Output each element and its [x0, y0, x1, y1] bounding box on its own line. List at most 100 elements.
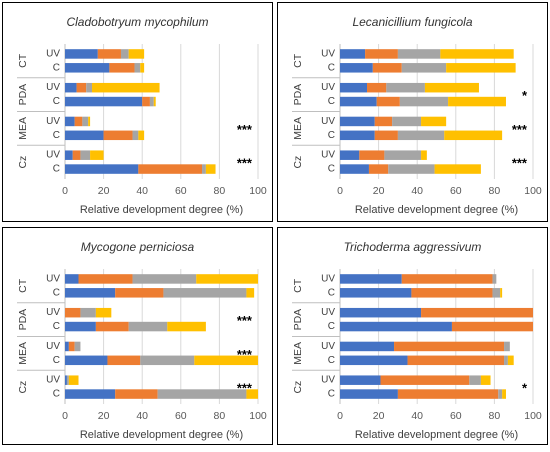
bar-label-c: C	[328, 96, 335, 107]
bar-label-uv: UV	[321, 82, 335, 93]
bar-label-c: C	[328, 389, 335, 400]
bar-segment-gray	[128, 321, 168, 332]
bar-segment-gray	[66, 375, 69, 385]
x-tick-label: 0	[62, 185, 68, 197]
bar-label-c: C	[53, 62, 60, 73]
bar-segment-blue	[340, 321, 452, 332]
chart-title: Trichoderma aggressivum	[344, 240, 482, 254]
group-label: PDA	[17, 309, 29, 331]
bar-segment-yellow	[448, 96, 506, 107]
bar-segment-gray	[149, 96, 154, 107]
bar-label-uv: UV	[46, 82, 60, 93]
bar-segment-yellow	[194, 355, 258, 366]
x-tick-label: 20	[373, 410, 385, 422]
bar-segment-orange	[72, 150, 81, 160]
chart-panel-2: Lecanicillium fungicola 0 20 40 60 80 100 Relat…	[277, 2, 548, 222]
group-label: MEA	[17, 342, 29, 365]
bar-segment-blue	[65, 116, 75, 127]
bar-label-uv: UV	[321, 341, 335, 352]
bar-label-uv: UV	[46, 273, 60, 284]
bar-label-c: C	[328, 62, 335, 73]
bar-segment-blue	[65, 389, 116, 399]
bar-segment-orange	[76, 82, 87, 93]
bar-segment-orange	[411, 288, 493, 298]
bar-segment-blue	[340, 307, 422, 318]
bar-segment-orange	[374, 116, 393, 127]
bar-segment-blue	[65, 82, 77, 93]
x-axis-label: Relative development degree (%)	[80, 429, 243, 441]
bar-segment-orange	[367, 82, 387, 93]
bar-segment-blue	[340, 49, 366, 59]
x-tick-label: 100	[249, 185, 267, 197]
bar-segment-orange	[394, 341, 505, 352]
bar-segment-blue	[65, 355, 108, 366]
bar-segment-blue	[340, 341, 395, 352]
bar-segment-yellow	[153, 96, 156, 107]
bar-group-cz: Cz UV C *	[292, 369, 528, 400]
bar-segment-yellow	[196, 274, 258, 284]
x-tick-label: 60	[175, 185, 187, 197]
bar-segment-orange	[365, 49, 398, 59]
bar-segment-orange	[397, 389, 499, 399]
significance-marker: *	[522, 381, 528, 396]
bar-segment-gray	[202, 164, 206, 174]
significance-marker: ***	[237, 313, 253, 328]
bar-segment-gray	[163, 288, 247, 298]
x-axis-label: Relative development degree (%)	[80, 204, 243, 216]
x-tick-label: 40	[411, 410, 423, 422]
group-label: CT	[292, 53, 304, 68]
bar-group-ct: CT UV C	[292, 273, 503, 298]
x-axis-label: Relative development degree (%)	[355, 429, 518, 441]
x-tick-label: 20	[98, 185, 110, 197]
bar-segment-blue	[340, 164, 369, 174]
x-tick-label: 100	[524, 410, 542, 422]
bar-label-uv: UV	[321, 307, 335, 318]
bar-segment-gray	[386, 82, 425, 93]
group-label: MEA	[292, 342, 304, 365]
significance-marker: ***	[237, 122, 253, 137]
bar-segment-yellow	[424, 82, 479, 93]
chart-title: Lecanicillium fungicola	[352, 15, 472, 29]
bar-segment-yellow	[444, 130, 503, 141]
bar-group-mea: MEA UV C ***	[17, 111, 253, 141]
bar-segment-yellow	[502, 389, 506, 399]
bar-label-c: C	[53, 164, 60, 175]
bar-label-uv: UV	[46, 48, 60, 59]
group-label: CT	[292, 278, 304, 293]
bar-segment-yellow	[246, 288, 255, 298]
bar-segment-gray	[157, 389, 247, 399]
bar-segment-blue	[65, 164, 139, 174]
bar-segment-gray	[132, 130, 139, 141]
group-label: PDA	[17, 84, 29, 106]
bar-segment-gray	[469, 375, 481, 385]
bar-segment-yellow	[128, 49, 145, 59]
bar-segment-yellow	[500, 288, 503, 298]
chart-title: Cladobotryum mycophilum	[66, 15, 208, 29]
bar-segment-gray	[140, 355, 195, 366]
bar-segment-orange	[376, 96, 400, 107]
bar-segment-orange	[142, 96, 150, 107]
bar-segment-orange	[103, 130, 133, 141]
bar-group-ct: CT UV C	[292, 48, 516, 73]
bar-group-pda: PDA UV C *	[292, 77, 528, 107]
bar-segment-orange	[451, 321, 533, 332]
bar-segment-orange	[107, 355, 141, 366]
bar-segment-blue	[65, 288, 116, 298]
bar-segment-orange	[78, 274, 133, 284]
bar-segment-blue	[340, 355, 408, 366]
bar-segment-yellow	[95, 307, 112, 318]
group-label: Cz	[17, 381, 29, 394]
bar-label-uv: UV	[321, 48, 335, 59]
bar-segment-blue	[65, 321, 96, 332]
bar-segment-yellow	[167, 321, 206, 332]
bar-segment-yellow	[434, 164, 481, 174]
bar-label-uv: UV	[46, 150, 60, 161]
bar-label-uv: UV	[46, 341, 60, 352]
bar-segment-blue	[340, 389, 398, 399]
bar-segment-gray	[397, 130, 445, 141]
bar-segment-gray	[504, 341, 510, 352]
x-axis-label: Relative development degree (%)	[355, 204, 518, 216]
x-tick-label: 60	[450, 185, 462, 197]
bar-segment-orange	[138, 164, 203, 174]
bar-segment-gray	[492, 288, 501, 298]
